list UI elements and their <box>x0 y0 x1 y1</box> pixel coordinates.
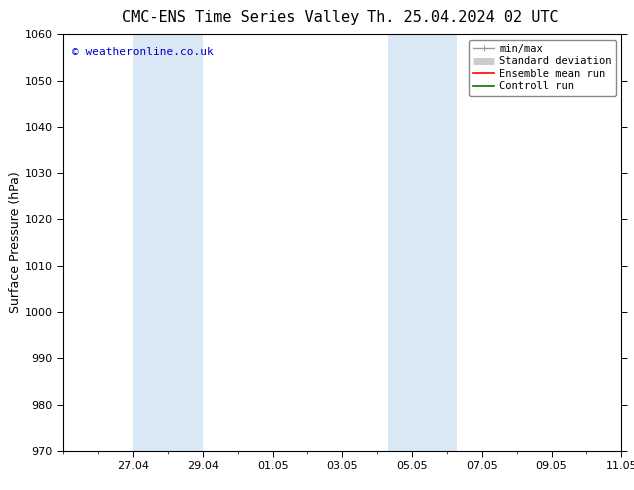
Text: Th. 25.04.2024 02 UTC: Th. 25.04.2024 02 UTC <box>367 10 559 25</box>
Y-axis label: Surface Pressure (hPa): Surface Pressure (hPa) <box>9 172 22 314</box>
Text: CMC-ENS Time Series Valley: CMC-ENS Time Series Valley <box>122 10 359 25</box>
Bar <box>133 34 203 451</box>
Legend: min/max, Standard deviation, Ensemble mean run, Controll run: min/max, Standard deviation, Ensemble me… <box>469 40 616 96</box>
Text: © weatheronline.co.uk: © weatheronline.co.uk <box>72 47 214 57</box>
Bar <box>388 34 458 451</box>
